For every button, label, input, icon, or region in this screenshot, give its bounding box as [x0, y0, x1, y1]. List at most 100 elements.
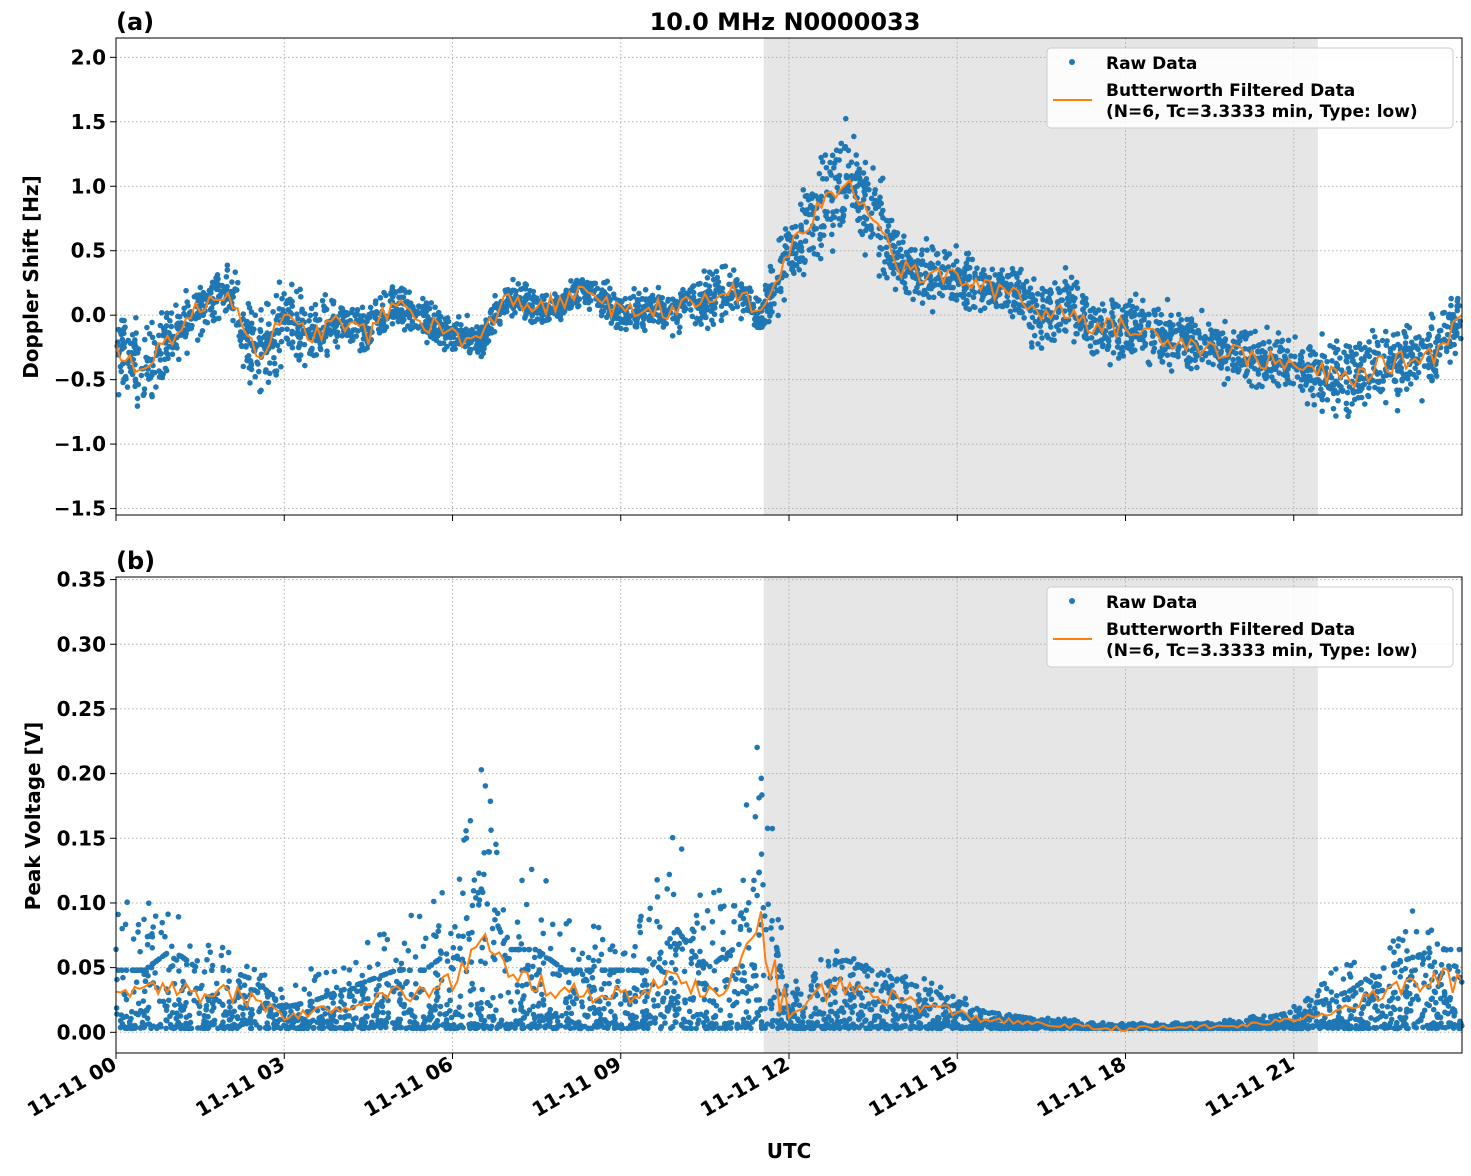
raw-point [971, 295, 977, 301]
raw-point [668, 1025, 674, 1031]
raw-point [1272, 342, 1278, 348]
raw-point [519, 941, 525, 947]
raw-point [114, 1011, 120, 1017]
raw-point [596, 958, 602, 964]
raw-point [374, 987, 380, 993]
raw-point [580, 277, 586, 283]
raw-point [258, 388, 264, 394]
raw-point [407, 315, 413, 321]
raw-point [347, 988, 353, 994]
raw-point [371, 976, 377, 982]
raw-point [202, 969, 208, 975]
raw-point [237, 980, 243, 986]
raw-point [1433, 368, 1439, 374]
raw-point [1357, 341, 1363, 347]
raw-point [989, 267, 995, 273]
raw-point [490, 926, 496, 932]
raw-point [687, 287, 693, 293]
raw-point [579, 999, 585, 1005]
raw-point [1412, 365, 1418, 371]
raw-point [1047, 320, 1053, 326]
raw-point [276, 306, 282, 312]
raw-point [1284, 373, 1290, 379]
raw-point [580, 951, 586, 957]
raw-point [1209, 332, 1215, 338]
raw-point [383, 293, 389, 299]
raw-point [163, 1026, 169, 1032]
raw-point [1055, 286, 1061, 292]
raw-point [935, 260, 941, 266]
raw-point [492, 907, 498, 913]
raw-point [418, 967, 424, 973]
raw-point [830, 222, 836, 228]
raw-point [535, 316, 541, 322]
raw-point [121, 1024, 127, 1030]
raw-point [1256, 382, 1262, 388]
raw-point [349, 310, 355, 316]
raw-point [451, 955, 457, 961]
raw-point [703, 315, 709, 321]
raw-point [1305, 401, 1311, 407]
raw-point [1175, 351, 1181, 357]
raw-point [665, 1005, 671, 1011]
raw-point [174, 957, 180, 963]
raw-point [226, 968, 232, 974]
raw-point [399, 310, 405, 316]
raw-point [886, 223, 892, 229]
raw-point [1216, 341, 1222, 347]
raw-point [671, 892, 677, 898]
raw-point [1080, 293, 1086, 299]
raw-point [660, 997, 666, 1003]
raw-point [452, 1024, 458, 1030]
raw-point [887, 262, 893, 268]
raw-point [598, 1011, 604, 1017]
raw-point [801, 272, 807, 278]
raw-point [130, 1026, 136, 1032]
raw-point [631, 286, 637, 292]
legend-entry: Raw Data [1106, 54, 1197, 74]
raw-point [1362, 401, 1368, 407]
raw-point [891, 271, 897, 277]
raw-point [124, 899, 130, 905]
raw-point [1452, 351, 1458, 357]
raw-point [590, 975, 596, 981]
raw-point [278, 987, 284, 993]
raw-point [704, 1017, 710, 1023]
raw-point [537, 967, 543, 973]
raw-point [576, 956, 582, 962]
raw-point [1403, 334, 1409, 340]
raw-point [1142, 343, 1148, 349]
raw-point [172, 1002, 178, 1008]
raw-point [519, 1022, 525, 1028]
raw-point [438, 1004, 444, 1010]
raw-point [604, 278, 610, 284]
raw-point [900, 239, 906, 245]
raw-point [1030, 295, 1036, 301]
raw-point [675, 994, 681, 1000]
raw-point [173, 302, 179, 308]
raw-point [833, 175, 839, 181]
raw-point [1107, 324, 1113, 330]
raw-point [286, 341, 292, 347]
raw-point [647, 318, 653, 324]
raw-point [698, 321, 704, 327]
raw-point [1056, 309, 1062, 315]
raw-point [705, 908, 711, 914]
raw-point [679, 846, 685, 852]
y-tick-label: 1.0 [71, 174, 106, 198]
raw-point [718, 1007, 724, 1013]
raw-point [566, 918, 572, 924]
legend-entry: (N=6, Tc=3.3333 min, Type: low) [1106, 102, 1418, 122]
raw-point [137, 949, 143, 955]
raw-point [620, 1025, 626, 1031]
raw-point [565, 967, 571, 973]
raw-point [752, 317, 758, 323]
raw-point [471, 888, 477, 894]
raw-point [1367, 347, 1373, 353]
raw-point [1285, 348, 1291, 354]
raw-point [466, 936, 472, 942]
raw-point [174, 345, 180, 351]
raw-point [491, 940, 497, 946]
raw-point [1413, 335, 1419, 341]
raw-point [875, 233, 881, 239]
